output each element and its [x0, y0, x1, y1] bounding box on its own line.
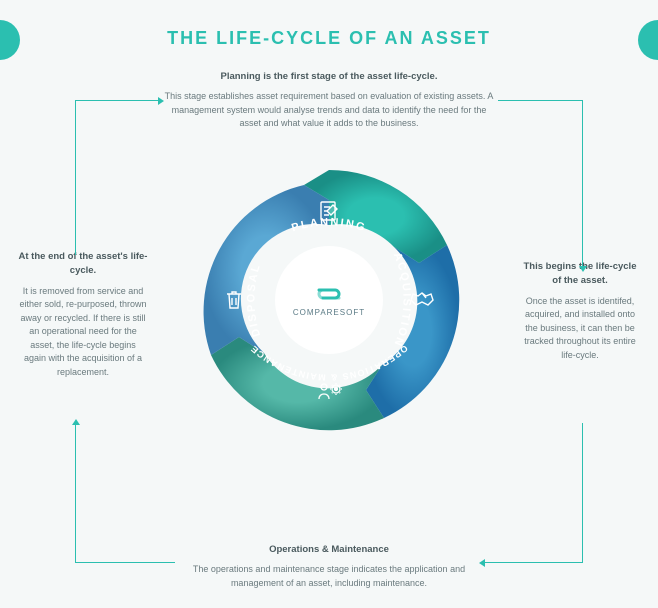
blurb-acquisition-body: Once the asset is identifed, acquired, a…: [520, 295, 640, 363]
blurb-disposal: At the end of the asset's life-cycle. It…: [18, 250, 148, 379]
segment-operations: [211, 337, 384, 430]
arrow-bottom: [479, 559, 485, 567]
handshake-icon: [411, 287, 437, 313]
gear-person-icon: [316, 379, 342, 405]
blurb-operations-body: The operations and maintenance stage ind…: [174, 563, 484, 590]
connector-top-right: [498, 100, 583, 270]
arrow-left: [72, 419, 80, 425]
blurb-planning-body: This stage establishes asset requirement…: [164, 90, 494, 131]
label-disposal: DISPOSAL: [245, 262, 263, 338]
blurb-operations: Operations & Maintenance The operations …: [174, 543, 484, 590]
trash-icon: [221, 287, 247, 313]
cycle-diagram: PLANNING ACQUISITION OPERATIONS & MAINTE…: [189, 160, 469, 440]
connector-bottom-left: [75, 423, 175, 563]
brand-name: COMPARESOFT: [293, 308, 365, 317]
svg-text:DISPOSAL: DISPOSAL: [245, 262, 263, 338]
center-hub: COMPARESOFT: [279, 250, 379, 350]
segment-acquisition: [366, 245, 459, 418]
arrow-top: [158, 97, 164, 105]
blurb-operations-head: Operations & Maintenance: [174, 543, 484, 557]
blurb-planning-head: Planning is the first stage of the asset…: [164, 70, 494, 84]
connector-left-top: [75, 100, 160, 255]
page-title: THE LIFE-CYCLE OF AN ASSET: [0, 0, 658, 49]
blurb-disposal-body: It is removed from service and either so…: [18, 285, 148, 380]
arrow-right: [579, 266, 587, 272]
brand-logo-icon: [315, 284, 343, 304]
blurb-planning: Planning is the first stage of the asset…: [164, 70, 494, 131]
blurb-acquisition: This begins the life-cycle of the asset.…: [520, 260, 640, 362]
plan-icon: [316, 198, 342, 224]
connector-right-bottom: [483, 423, 583, 563]
